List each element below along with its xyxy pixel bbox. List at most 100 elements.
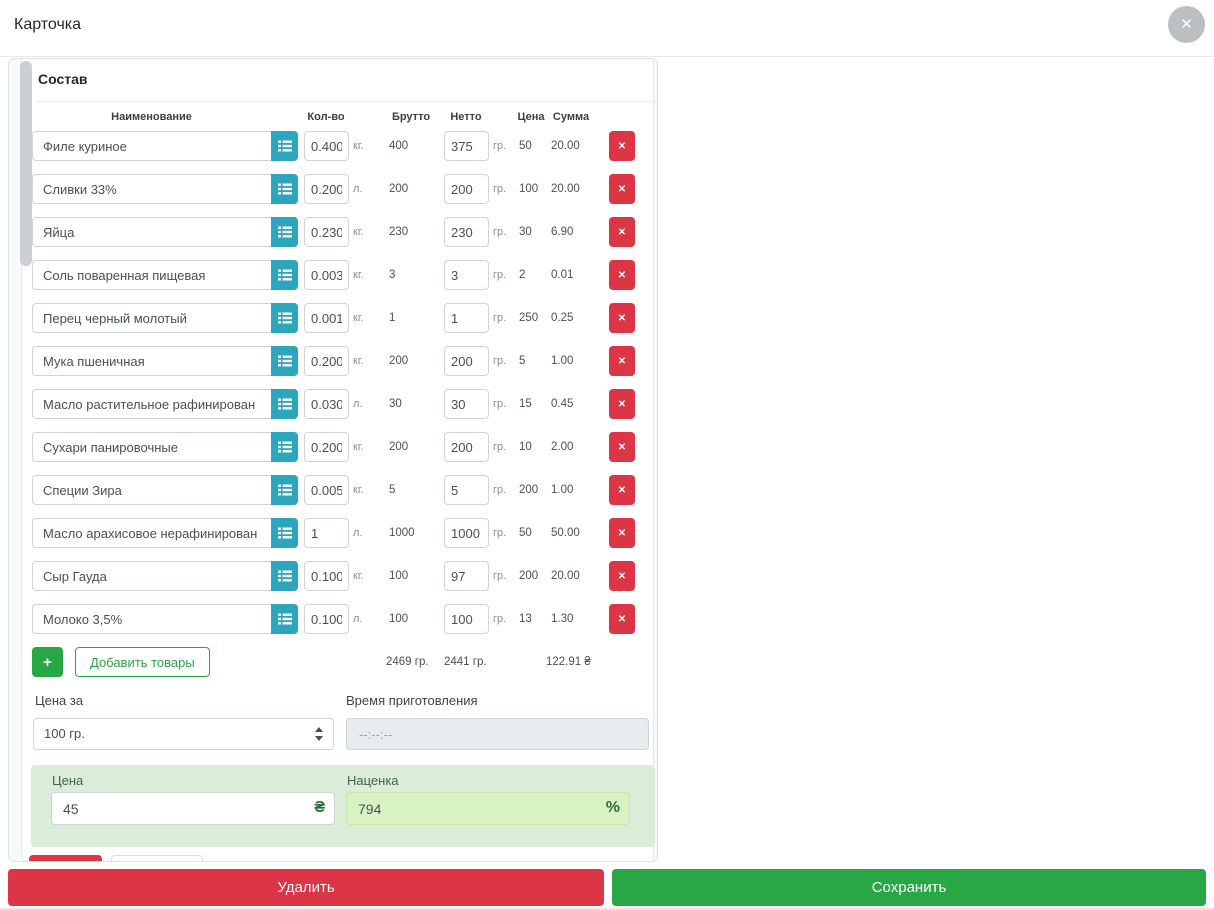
- quantity-input[interactable]: [304, 346, 349, 376]
- netto-input[interactable]: [444, 217, 489, 247]
- netto-input[interactable]: [444, 518, 489, 548]
- ingredient-name-input[interactable]: [32, 561, 271, 591]
- delete-row-button[interactable]: ✕: [609, 217, 635, 247]
- total-brutto: 2469 гр.: [386, 656, 429, 668]
- select-product-button[interactable]: [271, 561, 298, 591]
- column-header-price: Цена: [517, 111, 545, 123]
- brutto-value: 100: [389, 570, 409, 582]
- unit-label: л.: [353, 183, 363, 195]
- partial-light-button[interactable]: [111, 855, 203, 861]
- netto-input[interactable]: [444, 260, 489, 290]
- partial-red-button[interactable]: [29, 855, 102, 861]
- markup-input[interactable]: [347, 793, 629, 824]
- quantity-input[interactable]: [304, 260, 349, 290]
- ingredient-name-input[interactable]: [32, 518, 271, 548]
- close-button[interactable]: ✕: [1168, 6, 1205, 43]
- ingredient-name-input[interactable]: [32, 217, 271, 247]
- add-products-button[interactable]: Добавить товары: [75, 647, 210, 677]
- column-header-name: Наименование: [111, 111, 192, 123]
- netto-unit-label: гр.: [493, 613, 507, 625]
- price-per-select[interactable]: 100 гр.: [33, 718, 334, 750]
- unit-label: л.: [353, 613, 363, 625]
- quantity-input[interactable]: [304, 475, 349, 505]
- delete-row-button[interactable]: ✕: [609, 561, 635, 591]
- hryvnia-symbol: ₴: [314, 799, 325, 816]
- select-product-button[interactable]: [271, 604, 298, 634]
- ingredient-name-input[interactable]: [32, 475, 271, 505]
- netto-unit-label: гр.: [493, 140, 507, 152]
- select-product-button[interactable]: [271, 303, 298, 333]
- quantity-input[interactable]: [304, 389, 349, 419]
- quantity-input[interactable]: [304, 561, 349, 591]
- delete-button[interactable]: Удалить: [8, 869, 604, 906]
- ingredient-name-input[interactable]: [32, 604, 271, 634]
- select-product-button[interactable]: [271, 217, 298, 247]
- select-product-button[interactable]: [271, 432, 298, 462]
- delete-row-button[interactable]: ✕: [609, 131, 635, 161]
- brutto-value: 100: [389, 613, 409, 625]
- select-product-button[interactable]: [271, 518, 298, 548]
- divider: [37, 101, 653, 102]
- netto-input[interactable]: [444, 475, 489, 505]
- list-icon: [277, 527, 292, 539]
- list-icon: [277, 484, 292, 496]
- list-icon: [277, 140, 292, 152]
- unit-label: кг.: [353, 226, 364, 238]
- quantity-input[interactable]: [304, 518, 349, 548]
- quantity-input[interactable]: [304, 131, 349, 161]
- select-product-button[interactable]: [271, 131, 298, 161]
- list-icon: [277, 226, 292, 238]
- price-value: 200: [519, 484, 539, 496]
- save-button[interactable]: Сохранить: [612, 869, 1206, 906]
- unit-label: кг.: [353, 441, 364, 453]
- netto-input[interactable]: [444, 389, 489, 419]
- ingredient-name-input[interactable]: [32, 260, 271, 290]
- quantity-input[interactable]: [304, 604, 349, 634]
- list-icon: [277, 441, 292, 453]
- ingredient-name-input[interactable]: [32, 174, 271, 204]
- add-row-button[interactable]: +: [32, 647, 63, 677]
- select-product-button[interactable]: [271, 174, 298, 204]
- select-product-button[interactable]: [271, 260, 298, 290]
- netto-input[interactable]: [444, 131, 489, 161]
- netto-input[interactable]: [444, 432, 489, 462]
- select-product-button[interactable]: [271, 475, 298, 505]
- quantity-input[interactable]: [304, 217, 349, 247]
- ingredient-name-input[interactable]: [32, 303, 271, 333]
- quantity-input[interactable]: [304, 174, 349, 204]
- price-value: 50: [519, 140, 532, 152]
- delete-row-button[interactable]: ✕: [609, 303, 635, 333]
- quantity-input[interactable]: [304, 432, 349, 462]
- netto-input[interactable]: [444, 561, 489, 591]
- delete-row-button[interactable]: ✕: [609, 346, 635, 376]
- delete-row-button[interactable]: ✕: [609, 174, 635, 204]
- unit-label: кг.: [353, 355, 364, 367]
- sum-value: 20.00: [551, 183, 580, 195]
- table-row: кг. 200 гр. 5 1.00 ✕: [22, 342, 653, 385]
- brutto-value: 30: [389, 398, 402, 410]
- table-row: кг. 200 гр. 10 2.00 ✕: [22, 428, 653, 471]
- netto-unit-label: гр.: [493, 226, 507, 238]
- ingredient-name-input[interactable]: [32, 432, 271, 462]
- netto-input[interactable]: [444, 604, 489, 634]
- price-value: 50: [519, 527, 532, 539]
- ingredient-name-input[interactable]: [32, 346, 271, 376]
- price-input[interactable]: [52, 793, 334, 824]
- price-box: Цена Наценка ₴ %: [31, 765, 655, 847]
- delete-row-button[interactable]: ✕: [609, 518, 635, 548]
- delete-row-button[interactable]: ✕: [609, 475, 635, 505]
- scrollbar-thumb[interactable]: [20, 61, 32, 266]
- select-product-button[interactable]: [271, 346, 298, 376]
- delete-row-button[interactable]: ✕: [609, 604, 635, 634]
- quantity-input[interactable]: [304, 303, 349, 333]
- ingredient-name-input[interactable]: [32, 389, 271, 419]
- ingredient-name-input[interactable]: [32, 131, 271, 161]
- netto-input[interactable]: [444, 303, 489, 333]
- delete-row-button[interactable]: ✕: [609, 389, 635, 419]
- select-product-button[interactable]: [271, 389, 298, 419]
- netto-input[interactable]: [444, 346, 489, 376]
- delete-row-button[interactable]: ✕: [609, 432, 635, 462]
- delete-row-button[interactable]: ✕: [609, 260, 635, 290]
- netto-input[interactable]: [444, 174, 489, 204]
